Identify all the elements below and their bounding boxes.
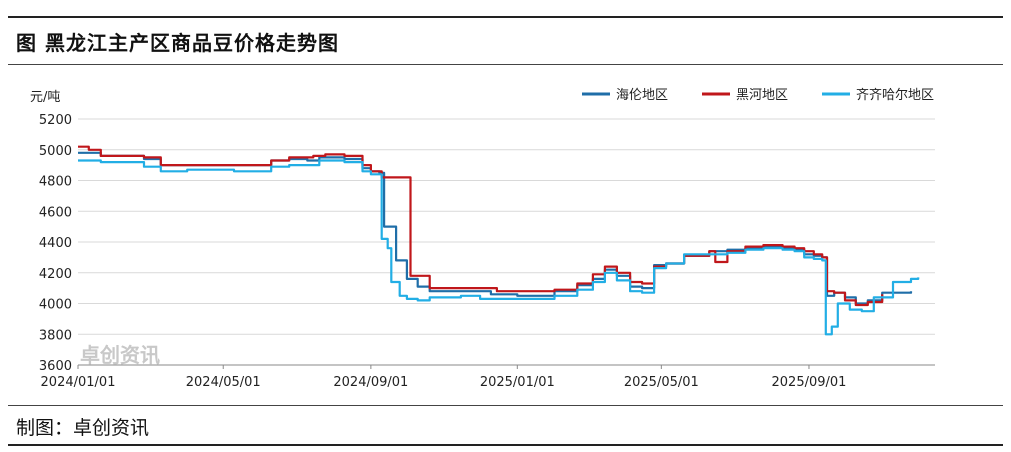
x-tick-label: 2024/05/01 — [186, 375, 261, 390]
title-rule — [8, 64, 1003, 65]
y-tick-label: 4200 — [39, 267, 72, 282]
legend-label: 海伦地区 — [616, 88, 668, 103]
legend-label: 齐齐哈尔地区 — [856, 87, 934, 103]
y-axis-label: 元/吨 — [30, 90, 60, 105]
y-tick-label: 5000 — [39, 144, 72, 159]
legend: 海伦地区 黑河地区 齐齐哈尔地区 — [582, 87, 934, 103]
footer-rule — [8, 405, 1003, 406]
series-line-2 — [78, 159, 920, 336]
y-tick-label: 4600 — [39, 205, 72, 220]
y-tick-label: 3600 — [39, 359, 72, 374]
x-tick-label: 2025/01/01 — [480, 375, 555, 390]
y-tick-label: 3800 — [39, 328, 72, 343]
top-rule — [8, 16, 1003, 18]
legend-label: 黑河地区 — [736, 88, 788, 103]
x-tick-label: 2025/05/01 — [624, 375, 699, 390]
x-axis-ticks: 2024/01/01 2024/05/01 2024/09/01 2025/01/01… — [41, 365, 847, 390]
y-axis-ticks: 3600 3800 4000 4200 4400 4600 4800 5000 5200 — [39, 113, 72, 374]
y-tick-label: 4000 — [39, 298, 72, 313]
y-tick-label: 4400 — [39, 236, 72, 251]
source-footer: 制图：卓创资讯 — [16, 417, 150, 439]
chart-title: 图 黑龙江主产区商品豆价格走势图 — [16, 31, 339, 55]
y-tick-label: 4800 — [39, 175, 72, 190]
y-tick-label: 5200 — [39, 113, 72, 128]
x-tick-label: 2024/01/01 — [41, 375, 116, 390]
bottom-rule — [8, 444, 1003, 446]
watermark: 卓创资讯 — [80, 343, 160, 367]
series-line-0 — [78, 151, 913, 305]
x-tick-label: 2024/09/01 — [333, 375, 408, 390]
x-tick-label: 2025/09/01 — [772, 375, 847, 390]
series-line-1 — [78, 145, 884, 307]
series-lines — [78, 145, 920, 336]
grid-lines — [78, 118, 935, 335]
